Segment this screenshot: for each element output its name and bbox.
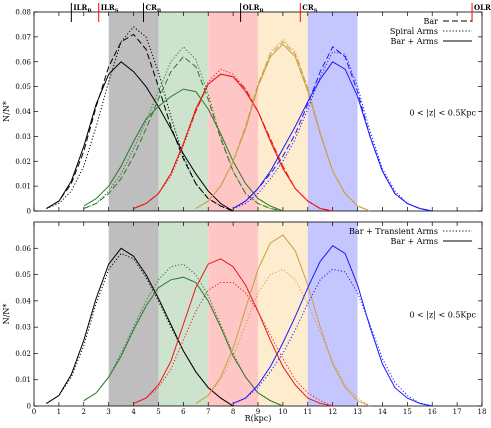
shaded-band xyxy=(307,222,358,406)
series-line-solid xyxy=(133,73,333,212)
resonance-label: ILRS xyxy=(101,3,119,14)
y-tick-label: 0.05 xyxy=(15,271,31,279)
x-tick-label: 4 xyxy=(131,408,136,416)
y-tick-label: 0.05 xyxy=(15,83,31,91)
x-tick-label: 18 xyxy=(478,408,487,416)
resonance-label: CRS xyxy=(302,3,317,14)
series-line-dashed xyxy=(46,33,234,212)
series-line-solid xyxy=(83,276,284,407)
x-tick-label: 15 xyxy=(403,408,412,416)
height-annotation: 0 < |z| < 0.5Kpc xyxy=(409,311,476,320)
legend-label: Bar + Transient Arms xyxy=(349,227,438,236)
series-line-dotted xyxy=(46,26,234,212)
series-line-solid xyxy=(46,247,234,407)
series-line-dotted xyxy=(232,51,433,212)
x-tick-label: 2 xyxy=(82,408,86,416)
series-line-dotted xyxy=(133,68,333,212)
x-tick-label: 13 xyxy=(353,408,362,416)
legend-label: Bar xyxy=(424,17,439,26)
series-line-dotted xyxy=(232,268,433,407)
x-tick-label: 3 xyxy=(106,408,110,416)
y-tick-label: 0 xyxy=(27,208,31,216)
series-line-dashed xyxy=(195,41,371,212)
series-line-solid xyxy=(232,61,433,212)
x-axis: 0 1 2 3 4 5 6 7 8 9 10 11 12 13 14 15 16 17 18 xyxy=(32,408,487,416)
legend-label: Spiral Arms xyxy=(390,27,438,36)
y-tick-label: 0.03 xyxy=(15,324,31,332)
x-tick-label: 7 xyxy=(206,408,210,416)
series-line-dotted xyxy=(83,46,283,212)
x-tick-label: 10 xyxy=(278,408,287,416)
x-tick-label: 1 xyxy=(57,408,61,416)
y-tick-label: 0.04 xyxy=(15,108,31,116)
series-line-solid xyxy=(195,234,371,407)
shaded-band xyxy=(108,12,159,211)
legend-label: Bar + Arms xyxy=(390,237,438,246)
series-line-solid xyxy=(133,258,333,407)
y-tick-label: 0 xyxy=(27,403,31,411)
resonance-label: OLRB xyxy=(243,3,264,14)
y-tick-label: 0.07 xyxy=(15,33,31,41)
resonance-label: ILRB xyxy=(73,3,91,14)
y-tick-label: 0.02 xyxy=(15,158,31,166)
x-axis-label: R(kpc) xyxy=(245,414,272,423)
x-tick-label: 5 xyxy=(156,408,160,416)
height-annotation: 0 < |z| < 0.5Kpc xyxy=(409,108,476,117)
y-tick-label: 0.06 xyxy=(15,58,31,66)
x-tick-label: 0 xyxy=(32,408,36,416)
x-tick-label: 6 xyxy=(181,408,186,416)
x-tick-label: 17 xyxy=(453,408,462,416)
shaded-band xyxy=(208,222,258,406)
y-tick-label: 0.02 xyxy=(15,350,31,358)
x-tick-label: 9 xyxy=(256,408,260,416)
y-tick-label: 0.01 xyxy=(15,376,31,384)
series-line-dotted xyxy=(195,268,371,407)
x-tick-label: 14 xyxy=(378,408,387,416)
x-tick-label: 11 xyxy=(303,408,312,416)
y-tick-label: 0.08 xyxy=(15,9,31,17)
panel-top: 0 0.01 0.02 0.03 0.04 0.05 0.06 0.07 0.08 N/N* 0 <… xyxy=(2,3,491,216)
series-line-dotted xyxy=(133,282,333,407)
series-line-solid xyxy=(83,88,284,212)
y-tick-label: 0.04 xyxy=(15,297,31,305)
panel-bottom: 0 0.01 0.02 0.03 0.04 0.05 0.06 N/N* 0 < |z| < 0… xyxy=(2,221,483,411)
y-tick-label: 0.01 xyxy=(15,183,31,191)
shaded-band xyxy=(108,222,159,406)
y-tick-label: 0.03 xyxy=(15,133,31,141)
shaded-band xyxy=(208,12,258,211)
shaded-band xyxy=(307,12,358,211)
series-line-solid xyxy=(46,61,234,212)
series-line-solid xyxy=(195,43,371,212)
y-axis-label: N/N* xyxy=(2,101,11,122)
legend-label: Bar + Arms xyxy=(390,37,438,46)
x-tick-label: 8 xyxy=(231,408,235,416)
shaded-band xyxy=(158,12,209,211)
resonance-label: CRB xyxy=(146,3,162,14)
series-line-solid xyxy=(232,245,433,407)
x-tick-label: 16 xyxy=(428,408,437,416)
shaded-band xyxy=(158,222,209,406)
y-axis-label: N/N* xyxy=(2,304,11,325)
x-tick-label: 12 xyxy=(328,408,337,416)
y-tick-label: 0.06 xyxy=(15,245,31,253)
shaded-band xyxy=(258,12,308,211)
